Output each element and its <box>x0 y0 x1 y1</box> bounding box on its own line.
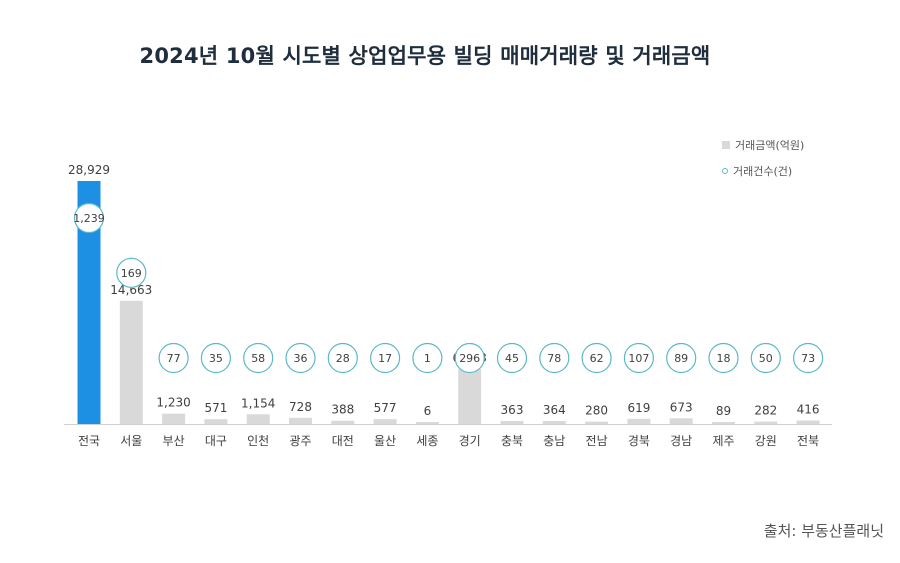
bar-value-label: 1,154 <box>241 396 275 410</box>
count-value-label: 77 <box>167 352 181 365</box>
bar-서울 <box>119 300 143 424</box>
count-circle <box>200 342 231 374</box>
chart-title: 2024년 10월 시도별 상업업무용 빌딩 매매거래량 및 거래금액 <box>139 44 711 68</box>
bar-value-label: 28,929 <box>68 163 110 177</box>
category-label: 서울 <box>120 434 142 448</box>
count-circle <box>454 342 485 374</box>
count-circle <box>370 342 401 374</box>
source-note: 출처: 부동산플래닛 <box>763 522 884 540</box>
count-value-label: 169 <box>121 267 142 280</box>
bar-value-label: 388 <box>331 403 354 417</box>
category-label: 울산 <box>374 434 396 448</box>
category-label: 전북 <box>797 434 819 448</box>
bar-전북 <box>796 420 820 424</box>
bar-value-label: 416 <box>797 403 820 417</box>
bar-전국 <box>77 181 101 424</box>
count-circle <box>116 257 147 288</box>
category-label: 전국 <box>78 434 100 448</box>
category-label: 충남 <box>543 434 565 448</box>
bar-인천 <box>246 414 270 424</box>
count-circle <box>581 342 612 374</box>
count-value-label: 73 <box>801 352 815 365</box>
chart-legend: 거래금액(억원) 거래건수(건) <box>722 132 804 184</box>
bar-value-label: 364 <box>543 403 566 417</box>
count-value-label: 296 <box>459 352 480 365</box>
bar-제주 <box>712 422 735 424</box>
count-value-label: 58 <box>251 352 265 365</box>
category-label: 부산 <box>163 434 185 448</box>
count-value-label: 50 <box>759 352 773 365</box>
bar-경북 <box>627 418 651 424</box>
bar-value-label: 282 <box>754 404 777 418</box>
category-label: 경기 <box>459 434 481 448</box>
legend-item-amount: 거래금액(억원) <box>722 132 804 158</box>
bar-충남 <box>542 420 566 424</box>
bar-value-label: 280 <box>585 404 608 418</box>
category-label: 제주 <box>712 434 734 448</box>
category-label: 경남 <box>670 434 692 448</box>
bar-value-label: 14,663 <box>110 283 152 297</box>
count-circle <box>73 202 105 234</box>
count-circle <box>750 342 781 374</box>
count-value-label: 78 <box>547 352 561 365</box>
bar-value-label: 1,230 <box>156 396 190 410</box>
count-circle <box>412 342 443 374</box>
bar-광주 <box>289 417 312 424</box>
bar-value-label: 728 <box>289 400 312 414</box>
count-value-label: 1 <box>424 352 431 365</box>
bar-value-label: 673 <box>670 400 693 414</box>
bar-경남 <box>669 418 693 424</box>
count-circle <box>327 342 358 374</box>
bar-value-label: 89 <box>716 404 731 418</box>
legend-label-count: 거래건수(건) <box>733 165 793 178</box>
bar-부산 <box>162 413 186 424</box>
bar-대전 <box>331 420 355 424</box>
count-value-label: 1,239 <box>73 212 105 225</box>
count-circle <box>243 342 274 374</box>
bar-전남 <box>585 421 609 424</box>
count-circle <box>539 342 570 374</box>
count-value-label: 89 <box>674 352 688 365</box>
category-label: 대구 <box>205 434 227 448</box>
bar-강원 <box>754 421 778 424</box>
bar-value-label: 571 <box>204 401 227 415</box>
bar-value-label: 619 <box>627 401 650 415</box>
count-circle <box>496 342 528 374</box>
count-value-label: 45 <box>505 352 519 365</box>
count-value-label: 17 <box>378 352 392 365</box>
category-label: 강원 <box>755 434 777 448</box>
count-circle <box>623 342 655 374</box>
category-label: 인천 <box>247 433 269 448</box>
category-label: 대전 <box>332 434 354 448</box>
bar-대구 <box>204 419 228 424</box>
category-label: 충북 <box>501 434 523 448</box>
count-value-label: 107 <box>628 352 649 365</box>
count-circle <box>792 342 824 374</box>
count-value-label: 36 <box>294 352 308 365</box>
bar-세종 <box>415 422 439 424</box>
count-value-label: 18 <box>717 352 731 365</box>
category-label: 경북 <box>628 434 650 448</box>
bar-value-label: 6 <box>424 404 432 418</box>
bar-value-label: 577 <box>374 401 397 415</box>
count-circle <box>158 342 189 374</box>
category-label: 세종 <box>416 434 438 448</box>
legend-circle-swatch-icon <box>722 168 728 174</box>
category-label: 광주 <box>289 434 311 448</box>
legend-bar-swatch-icon <box>722 141 730 149</box>
bar-울산 <box>373 419 397 424</box>
category-label: 전남 <box>586 434 608 448</box>
bar-경기 <box>458 369 482 424</box>
bar-value-label: 363 <box>501 403 524 417</box>
legend-label-amount: 거래금액(억원) <box>735 139 805 152</box>
count-value-label: 62 <box>590 352 604 365</box>
count-circle <box>285 342 316 374</box>
bar-충북 <box>500 420 524 424</box>
count-circle <box>666 342 697 374</box>
count-value-label: 35 <box>209 352 223 365</box>
legend-item-count: 거래건수(건) <box>722 158 804 184</box>
count-value-label: 28 <box>336 352 350 365</box>
count-circle <box>708 342 739 374</box>
